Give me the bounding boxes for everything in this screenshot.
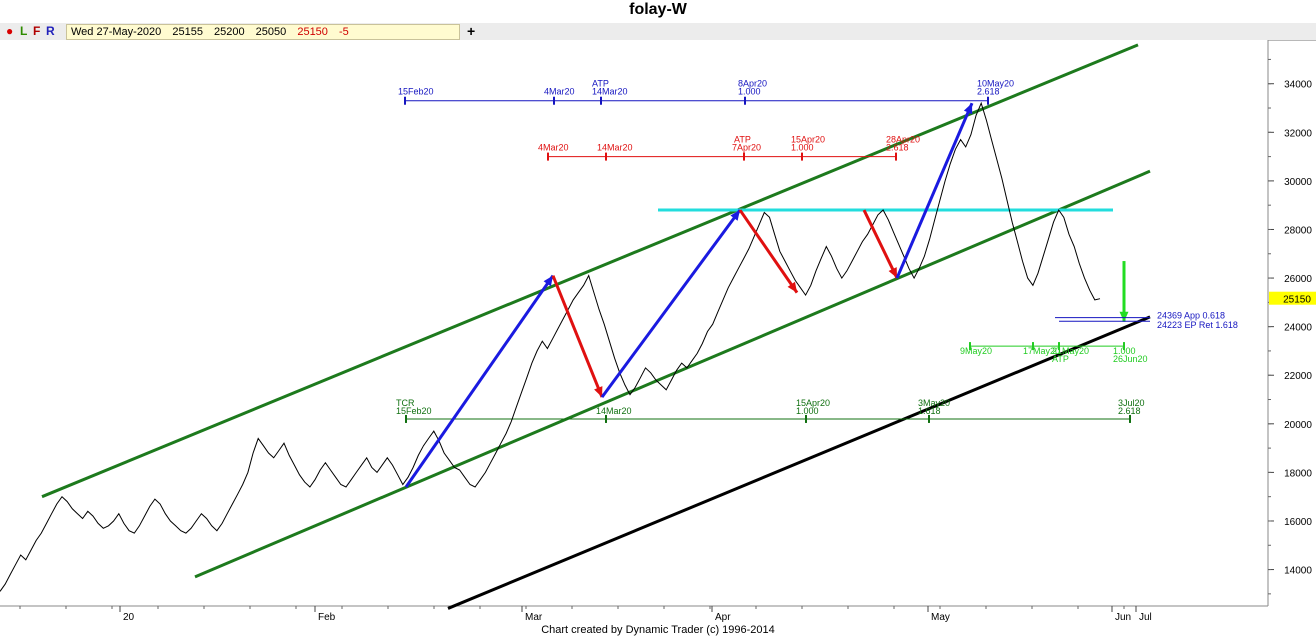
info-bar: ● L F R Wed 27-May-2020 25155 25200 2505… <box>0 23 1316 41</box>
blue-arrow-head <box>730 210 740 221</box>
blue-arrow-head <box>963 103 973 115</box>
swing-arrows <box>404 102 1129 488</box>
time-band-label: 28Apr20 <box>886 135 920 145</box>
time-tick-label: May <box>931 612 950 623</box>
time-band-label: 9May20 <box>960 346 992 356</box>
price-tick-label: 14000 <box>1284 566 1312 577</box>
time-band-label: 3May20 <box>918 398 950 408</box>
price-tick-label: 24000 <box>1284 323 1312 334</box>
time-band-label: ATP <box>1052 354 1069 364</box>
blue-swing-arrow <box>895 102 974 279</box>
price-series <box>0 101 1101 592</box>
red-arrow-head <box>594 386 603 398</box>
time-band-label: 1.000 <box>796 406 819 416</box>
time-band-label: 1.000 <box>1113 346 1136 356</box>
blue-swing-arrow <box>404 274 555 488</box>
time-band-label: 2.618 <box>977 87 1000 97</box>
time-band-label: 14Mar20 <box>597 143 633 153</box>
channel-lines <box>41 43 1151 610</box>
time-band-label: ATP <box>734 135 751 145</box>
price-tick-label: 34000 <box>1284 80 1312 91</box>
time-band-label: 2.618 <box>886 143 909 153</box>
red-arrow-head <box>787 281 797 293</box>
time-band-label: 4Mar20 <box>544 87 575 97</box>
mode-button-f[interactable]: F <box>33 24 41 38</box>
window-title-bar: folay-W <box>0 0 1316 24</box>
time-tick-label: 20 <box>123 612 135 623</box>
price-target-label: 24369 App 0.618 <box>1157 311 1225 321</box>
bar-date: Wed 27-May-2020 <box>71 26 162 38</box>
red-swing-arrow <box>862 209 899 279</box>
time-tick-label: Feb <box>318 612 336 623</box>
red-swing-arrow <box>738 209 799 294</box>
price-tick-label: 22000 <box>1284 371 1312 382</box>
time-tick-label: Jul <box>1139 612 1152 623</box>
time-projection-bands: 15Feb20 4Mar20ATP14Mar208Apr201.00010May2… <box>396 79 1148 423</box>
base-channel-line <box>447 315 1151 610</box>
upper-channel-line <box>41 43 1139 499</box>
price-target-label: 24223 EP Ret 1.618 <box>1157 320 1238 330</box>
time-band-label: 4Mar20 <box>538 143 569 153</box>
price-tick-label: 26000 <box>1284 274 1312 285</box>
middle-channel-line <box>194 169 1151 579</box>
mode-button-r[interactable]: R <box>46 24 55 38</box>
price-data-box: Wed 27-May-2020 25155 25200 25050 25150 … <box>66 24 460 40</box>
time-band-label: 1.000 <box>791 143 814 153</box>
price-tick-label: 32000 <box>1284 128 1312 139</box>
time-band-label: 1.618 <box>918 406 941 416</box>
green-arrow-head <box>1119 311 1129 322</box>
time-axis: 20 Feb Mar Apr May Jun Jul <box>19 606 1152 623</box>
time-tick-label: Jun <box>1115 612 1131 623</box>
price-tick-label: 18000 <box>1284 468 1312 479</box>
time-band-label: 3Jul20 <box>1118 398 1145 408</box>
price-chart[interactable]: 14000 16000 18000 20000 22000 24000 26000 28000… <box>0 40 1316 624</box>
time-band-label: 14Mar20 <box>592 87 628 97</box>
bar-low: 25050 <box>255 26 287 38</box>
plot-area <box>0 40 1268 606</box>
time-band-label: 26Jun20 <box>1113 354 1148 364</box>
time-band-label: TCR <box>396 398 415 408</box>
add-button[interactable]: + <box>467 23 476 39</box>
time-band-label: 14Mar20 <box>596 406 632 416</box>
red-swing-arrow <box>551 275 604 398</box>
blue-swing-arrow <box>600 209 742 398</box>
time-band-label: 17May20 <box>1023 346 1060 356</box>
time-band-label: 15Apr20 <box>791 135 825 145</box>
time-band-label: 21May20 <box>1052 346 1089 356</box>
price-axis: 14000 16000 18000 20000 22000 24000 26000 28000… <box>1268 58 1316 595</box>
red-arrow-head <box>888 267 897 279</box>
price-tick-label: 30000 <box>1284 177 1312 188</box>
time-band-label: 10May20 <box>977 79 1014 89</box>
window-title: folay-W <box>629 1 687 18</box>
chart-credit: Chart created by Dynamic Trader (c) 1996… <box>541 624 775 636</box>
time-tick-label: Mar <box>525 612 543 623</box>
time-band-label: 15Apr20 <box>796 398 830 408</box>
last-price-label: 25150 <box>1283 295 1311 306</box>
price-line <box>0 101 1101 592</box>
time-band-label: 15Feb20 <box>398 87 434 97</box>
price-tick-label: 20000 <box>1284 420 1312 431</box>
time-band-label: 15Feb20 <box>396 406 432 416</box>
time-band-label: 7Apr20 <box>732 143 761 153</box>
blue-arrow-head <box>543 275 553 287</box>
time-tick-label: Apr <box>715 612 731 623</box>
bar-change: -5 <box>338 26 349 38</box>
price-tick-label: 28000 <box>1284 225 1312 236</box>
last-price-marker <box>1269 291 1316 305</box>
time-band-label: ATP <box>592 79 609 89</box>
mode-indicator-dot[interactable]: ● <box>6 24 14 38</box>
time-band-label: 1.000 <box>738 87 761 97</box>
bar-open: 25155 <box>172 26 203 38</box>
bar-high: 25200 <box>214 26 245 38</box>
price-tick-label: 16000 <box>1284 517 1312 528</box>
mode-button-l[interactable]: L <box>20 24 28 38</box>
bar-close: 25150 <box>297 26 328 38</box>
time-band-label: 8Apr20 <box>738 79 767 89</box>
time-band-label: 2.618 <box>1118 406 1141 416</box>
